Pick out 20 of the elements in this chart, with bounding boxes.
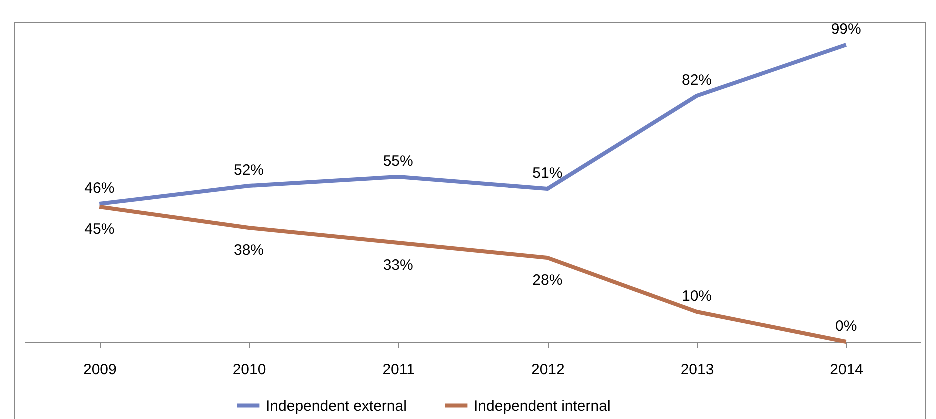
legend-label: Independent internal [474, 398, 611, 415]
data-label: 0% [835, 318, 858, 335]
data-label: 45% [84, 221, 115, 238]
x-tick-label: 2010 [232, 362, 266, 378]
x-tick-label: 2013 [680, 362, 714, 378]
x-tick-label: 2014 [830, 362, 864, 378]
data-label: 51% [532, 165, 563, 182]
data-label: 82% [682, 72, 712, 89]
data-label: 10% [682, 288, 712, 305]
data-label: 55% [383, 153, 414, 170]
data-label: 46% [84, 180, 115, 197]
data-label: 99% [831, 21, 862, 38]
data-label: 52% [234, 162, 264, 179]
legend-label: Independent external [266, 398, 407, 415]
data-label: 28% [532, 272, 563, 289]
data-label: 38% [234, 242, 264, 259]
x-tick-label: 2009 [83, 362, 117, 378]
x-tick-label: 2011 [382, 362, 415, 378]
data-label: 33% [383, 257, 414, 274]
x-tick-label: 2012 [531, 362, 565, 378]
